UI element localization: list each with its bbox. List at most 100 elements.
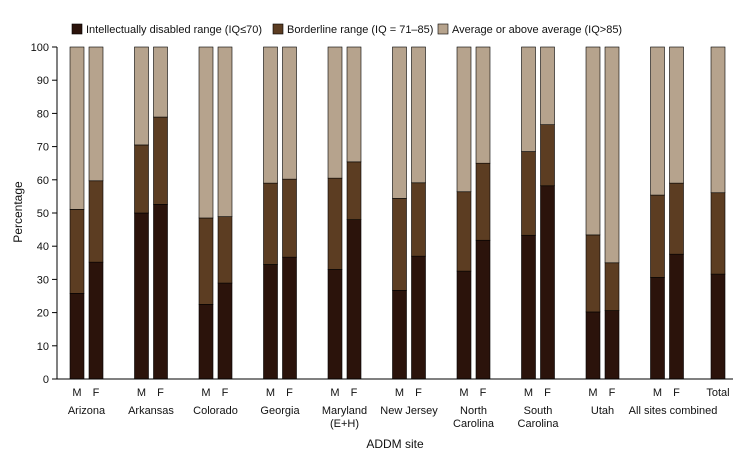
- x-tick-label: M: [395, 387, 404, 399]
- bar-segment: [69, 209, 85, 294]
- bar-segment: [346, 219, 362, 380]
- x-tick-label: M: [201, 387, 210, 399]
- x-tick-label: M: [266, 387, 275, 399]
- x-tick-label: F: [609, 387, 616, 399]
- bar-segment: [475, 46, 491, 164]
- y-axis: 0 10 20 30 40 50 60 70 80 90 100: [31, 42, 58, 386]
- legend-swatch-2: [272, 23, 284, 35]
- x-tick-label: M: [524, 387, 533, 399]
- group-label: Colorado: [193, 405, 238, 417]
- bar-segment: [669, 182, 684, 255]
- bar-segment: [198, 303, 214, 380]
- bar-segment: [456, 191, 472, 272]
- x-tick-label: F: [415, 387, 422, 399]
- bar-segment: [669, 253, 684, 380]
- y-tick-label: 10: [37, 341, 49, 353]
- bar-segment: [710, 46, 726, 194]
- bar-segment: [650, 194, 665, 278]
- bar-segment: [263, 182, 278, 265]
- group-label: Utah: [591, 405, 614, 417]
- bar-segment: [263, 264, 278, 380]
- bar-segment: [540, 124, 555, 187]
- x-tick-label: F: [351, 387, 358, 399]
- x-tick-label: F: [544, 387, 551, 399]
- group-label: Georgia: [260, 405, 300, 417]
- y-axis-label: Percentage: [11, 181, 25, 243]
- bar-segment: [153, 116, 168, 205]
- bar-segment: [392, 198, 407, 291]
- bar-segment: [669, 46, 684, 184]
- bar-segment: [346, 161, 362, 220]
- group-label: (E+H): [330, 418, 359, 430]
- y-tick-label: 60: [37, 175, 49, 187]
- x-tick-label: M: [72, 387, 81, 399]
- bar-segment: [604, 46, 620, 264]
- y-tick-label: 0: [43, 374, 49, 386]
- bar-segment: [585, 234, 601, 313]
- bars: [69, 46, 726, 380]
- bar-segment: [327, 46, 343, 179]
- x-tick-label: F: [286, 387, 293, 399]
- group-label: South: [524, 405, 553, 417]
- x-tick-label: F: [480, 387, 487, 399]
- x-tick-label: F: [222, 387, 229, 399]
- bar-segment: [411, 255, 426, 380]
- bar-segment: [153, 46, 168, 118]
- group-label: Arkansas: [128, 405, 174, 417]
- bar-segment: [263, 46, 278, 184]
- y-tick-label: 40: [37, 241, 49, 253]
- legend: Intellectually disabled range (IQ≤70) Bor…: [71, 23, 622, 36]
- bar-segment: [650, 277, 665, 380]
- x-tick-label: M: [588, 387, 597, 399]
- group-label: North: [460, 405, 487, 417]
- x-tick-label: M: [459, 387, 468, 399]
- bar-segment: [521, 151, 536, 236]
- group-label: Carolina: [518, 418, 560, 430]
- bar-segment: [521, 234, 536, 380]
- legend-label-2: Borderline range (IQ = 71–85): [287, 24, 433, 36]
- bar-segment: [282, 256, 297, 380]
- y-tick-label: 20: [37, 308, 49, 320]
- group-label: Maryland: [322, 405, 367, 417]
- bar-segment: [411, 182, 426, 257]
- bar-segment: [411, 46, 426, 184]
- x-tick-label: M: [330, 387, 339, 399]
- bar-segment: [88, 261, 104, 380]
- bar-segment: [217, 282, 233, 380]
- y-tick-label: 80: [37, 108, 49, 120]
- y-tick-label: 70: [37, 142, 49, 154]
- legend-swatch-1: [71, 23, 83, 35]
- bar-segment: [540, 185, 555, 380]
- bar-segment: [475, 162, 491, 241]
- bar-segment: [88, 180, 104, 263]
- bar-segment: [282, 178, 297, 258]
- bar-segment: [710, 192, 726, 275]
- x-tick-label: F: [157, 387, 164, 399]
- bar-segment: [88, 46, 104, 182]
- bar-segment: [585, 46, 601, 236]
- bar-segment: [710, 273, 726, 380]
- x-tick-label: F: [93, 387, 100, 399]
- bar-segment: [604, 262, 620, 311]
- bar-segment: [650, 46, 665, 196]
- bar-segment: [392, 290, 407, 380]
- y-tick-label: 50: [37, 208, 49, 220]
- bar-segment: [69, 293, 85, 380]
- legend-swatch-3: [437, 23, 449, 35]
- x-tick-label: F: [673, 387, 680, 399]
- bar-segment: [475, 239, 491, 380]
- group-label: Arizona: [68, 405, 106, 417]
- x-tick-label: M: [137, 387, 146, 399]
- bar-segment: [327, 177, 343, 270]
- bar-segment: [217, 216, 233, 284]
- group-label: All sites combined: [629, 405, 718, 417]
- x-tick-label: M: [653, 387, 662, 399]
- legend-label-3: Average or above average (IQ>85): [452, 24, 622, 36]
- bar-segment: [327, 269, 343, 380]
- x-axis-label: ADDM site: [366, 437, 424, 451]
- bar-segment: [217, 46, 233, 217]
- bar-segment: [540, 46, 555, 125]
